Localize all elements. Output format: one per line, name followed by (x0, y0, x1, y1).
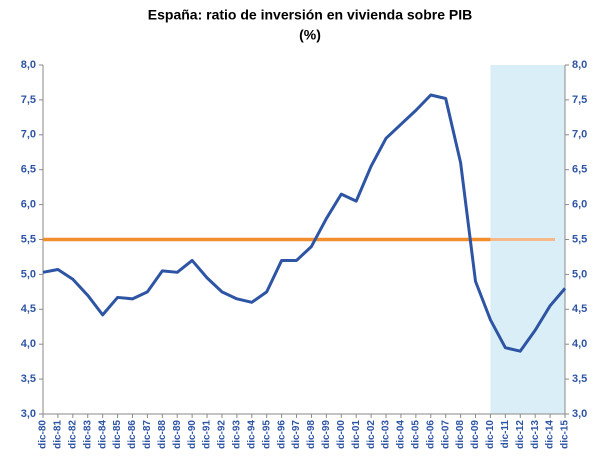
x-tick-label: dic-92 (217, 420, 228, 449)
y-tick-label: 3,0 (21, 408, 36, 420)
x-tick-label: dic-88 (157, 420, 168, 449)
x-tick-label: dic-02 (366, 420, 377, 449)
x-tick-label: dic-13 (530, 420, 541, 449)
y2-tick-label: 5,0 (572, 268, 587, 280)
chart-title: España: ratio de inversión en vivienda s… (148, 7, 472, 23)
y2-tick-label: 5,5 (572, 233, 587, 245)
x-tick-label: dic-87 (142, 420, 153, 449)
x-tick-label: dic-84 (97, 420, 108, 449)
x-tick-label: dic-01 (351, 420, 362, 449)
x-tick-label: dic-91 (202, 420, 213, 449)
x-tick-label: dic-15 (560, 420, 571, 449)
x-tick-label: dic-04 (396, 420, 407, 449)
y-tick-label: 4,0 (21, 338, 36, 350)
y-tick-label: 8,0 (21, 59, 36, 71)
y2-tick-label: 4,5 (572, 303, 587, 315)
y-tick-label: 5,0 (21, 268, 36, 280)
y-tick-label: 7,5 (21, 94, 36, 106)
y2-tick-label: 7,5 (572, 94, 587, 106)
x-tick-label: dic-98 (306, 420, 317, 449)
x-tick-label: dic-11 (500, 420, 511, 449)
x-tick-label: dic-06 (425, 420, 436, 449)
y2-tick-label: 3,5 (572, 373, 587, 385)
x-tick-label: dic-05 (410, 420, 421, 449)
x-tick-label: dic-82 (67, 420, 78, 449)
x-tick-label: dic-12 (515, 420, 526, 449)
y-tick-label: 5,5 (21, 233, 36, 245)
x-tick-label: dic-85 (112, 420, 123, 449)
x-tick-label: dic-83 (82, 420, 93, 449)
x-tick-label: dic-14 (545, 420, 556, 449)
x-tick-label: dic-90 (187, 420, 198, 449)
x-tick-label: dic-99 (321, 420, 332, 449)
x-tick-label: dic-80 (38, 420, 49, 449)
y-tick-label: 7,0 (21, 129, 36, 141)
x-tick-label: dic-03 (381, 420, 392, 449)
chart-subtitle: (%) (299, 27, 321, 43)
y-tick-label: 3,5 (21, 373, 36, 385)
y2-tick-label: 8,0 (572, 59, 587, 71)
data-line (42, 93, 567, 353)
x-tick-label: dic-81 (53, 420, 64, 449)
y2-tick-label: 7,0 (572, 129, 587, 141)
x-tick-label: dic-89 (172, 420, 183, 449)
y2-tick-label: 6,0 (572, 199, 587, 211)
y2-tick-label: 6,5 (572, 164, 587, 176)
y-tick-label: 4,5 (21, 303, 36, 315)
y-tick-label: 6,5 (21, 164, 36, 176)
x-tick-label: dic-97 (291, 420, 302, 449)
x-tick-label: dic-10 (485, 420, 496, 449)
y2-tick-label: 3,0 (572, 408, 587, 420)
x-tick-label: dic-07 (440, 420, 451, 449)
x-tick-label: dic-94 (246, 420, 257, 449)
x-tick-label: dic-08 (455, 420, 466, 449)
x-tick-label: dic-96 (276, 420, 287, 449)
x-tick-label: dic-00 (336, 420, 347, 449)
x-tick-label: dic-09 (470, 420, 481, 449)
y2-tick-label: 4,0 (572, 338, 587, 350)
x-tick-label: dic-93 (232, 420, 243, 449)
x-tick-label: dic-95 (261, 420, 272, 449)
y-tick-label: 6,0 (21, 199, 36, 211)
x-tick-label: dic-86 (127, 420, 138, 449)
